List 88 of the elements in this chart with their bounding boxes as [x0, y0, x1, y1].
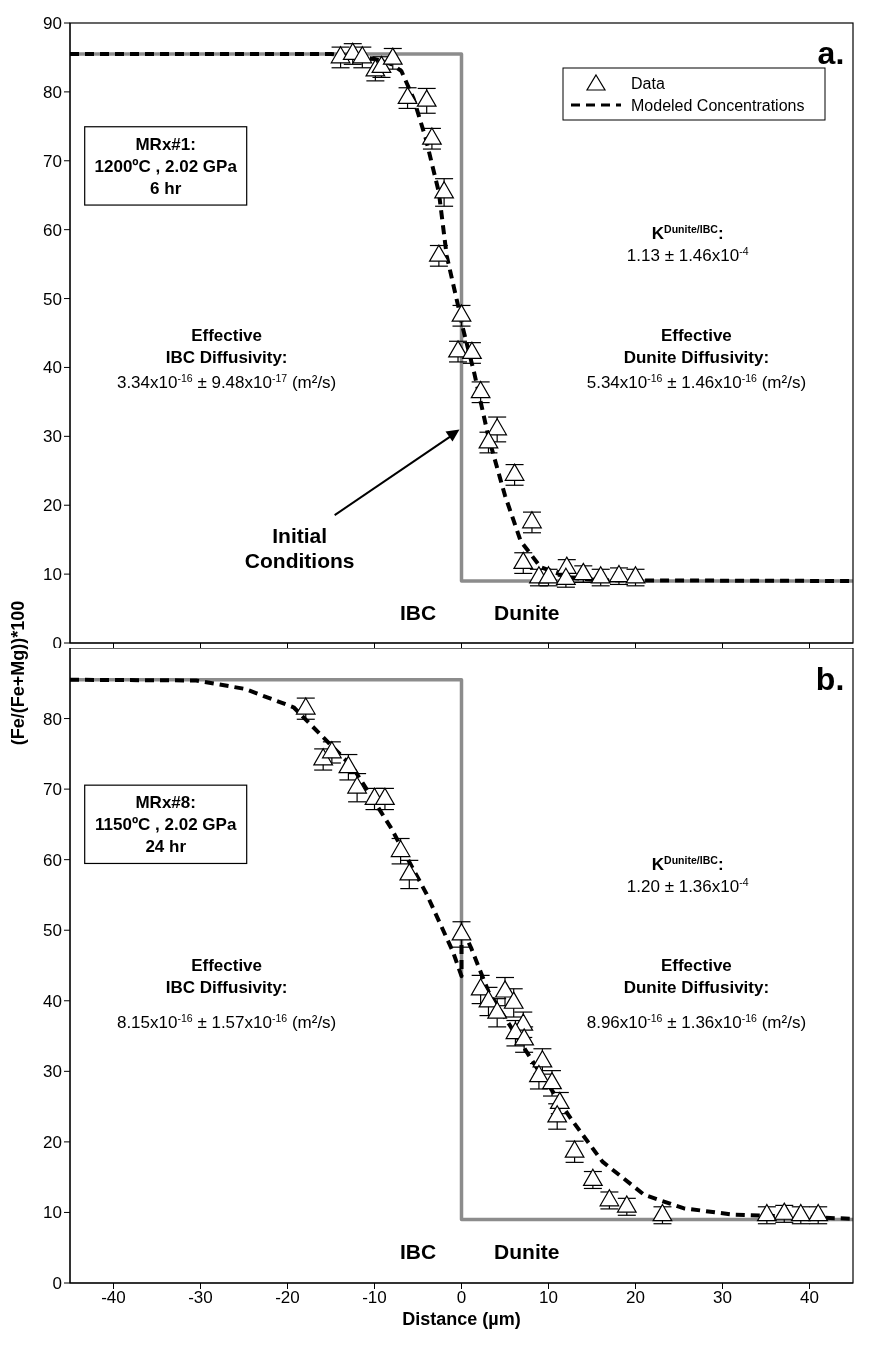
point [495, 980, 515, 998]
x-tick-label: 40 [800, 1288, 819, 1308]
annotation: K$^{Dunite/IBC}$: [651, 223, 724, 244]
annotation: 3.34x10$^{-16}$ ± 9.48x10$^{-17}$ (m²/s) [116, 372, 337, 393]
point [503, 991, 524, 1009]
point [352, 46, 373, 64]
x-tick-label: 0 [456, 1288, 467, 1308]
legend-label: Modeled Concentrations [631, 97, 805, 114]
y-tick-label: 40 [43, 358, 62, 378]
legend-label: Data [631, 75, 665, 92]
annotation: K$^{Dunite/IBC}$: [651, 853, 724, 874]
y-tick-label: 20 [43, 1132, 62, 1152]
annotation: a. [817, 35, 845, 72]
annotation: Effective IBC Diffusivity: [165, 956, 288, 998]
point [371, 55, 392, 74]
point [487, 418, 508, 436]
point [338, 755, 359, 774]
y-tick-label: 30 [43, 1062, 62, 1082]
x-tick-label: 20 [626, 1288, 645, 1308]
point [451, 304, 472, 322]
y-tick-label: 80 [43, 709, 62, 729]
point [462, 341, 482, 359]
y-tick-label: 80 [43, 82, 62, 102]
annotation: Effective Dunite Diffusivity: [623, 956, 770, 998]
point [451, 923, 472, 941]
point [382, 47, 403, 65]
x-tick-label: 30 [713, 1288, 732, 1308]
point [478, 431, 499, 449]
point [487, 1001, 508, 1019]
annotation: 1.13 ± 1.46x10$^{-4}$ [626, 245, 749, 266]
annotation: 8.15x10$^{-16}$ ± 1.57x10$^{-16}$ (m²/s) [116, 1011, 337, 1032]
point [532, 1050, 553, 1068]
annotation: Effective Dunite Diffusivity: [623, 326, 770, 368]
y-tick-label: 10 [43, 1203, 62, 1223]
point [582, 1168, 603, 1186]
point [547, 1105, 568, 1123]
point [549, 1091, 570, 1110]
annotation: b. [815, 661, 845, 698]
point [504, 463, 525, 481]
x-axis-title: Distance (µm) [402, 1309, 521, 1329]
x-tick-label: -30 [188, 1288, 213, 1308]
point [470, 380, 491, 399]
point [522, 511, 542, 529]
point [422, 127, 442, 145]
x-tick-label: -40 [101, 1288, 126, 1308]
y-tick-label: 40 [43, 991, 62, 1011]
y-tick-label: 60 [43, 850, 62, 870]
point [478, 990, 499, 1008]
annotation: IBC [399, 600, 437, 624]
point [428, 244, 449, 262]
point [448, 340, 468, 358]
point [542, 1071, 562, 1090]
x-tick-label: 10 [539, 1288, 558, 1308]
point [514, 1028, 535, 1046]
y-tick-label: 70 [43, 151, 62, 171]
point [513, 551, 534, 570]
point [399, 863, 420, 881]
annotation: MRx#8: 1150ºC , 2.02 GPa 24 hr [95, 793, 237, 857]
y-tick-label: 50 [43, 921, 62, 941]
annotation: MRx#1: 1200ºC , 2.02 GPa 6 hr [94, 134, 238, 198]
annotation: Initial Conditions [244, 524, 355, 573]
point [330, 46, 351, 64]
y-tick-label: 90 [43, 14, 62, 34]
y-tick-label: 70 [43, 780, 62, 800]
x-tick-label: -10 [362, 1288, 387, 1308]
point [434, 181, 455, 199]
point [347, 776, 368, 794]
y-tick-label: 50 [43, 289, 62, 309]
annotation: 1.20 ± 1.36x10$^{-4}$ [626, 876, 749, 897]
y-axis-title: (Fe/(Fe+Mg))*100 [7, 600, 29, 746]
annotation: IBC [399, 1240, 437, 1264]
annotation: Dunite [494, 1240, 560, 1264]
point [470, 978, 491, 996]
point [529, 1064, 549, 1083]
x-tick-label: -20 [275, 1288, 300, 1308]
point [295, 697, 316, 715]
y-tick-label: 20 [43, 496, 62, 516]
y-tick-label: 10 [43, 565, 62, 585]
annotation: Effective IBC Diffusivity: [165, 326, 288, 368]
y-tick-label: 0 [52, 1274, 62, 1294]
point [321, 741, 342, 759]
annotation: 8.96x10$^{-16}$ ± 1.36x10$^{-16}$ (m²/s) [586, 1011, 807, 1032]
y-tick-label: 30 [43, 427, 62, 447]
point [390, 839, 411, 858]
annotation: Dunite [494, 600, 560, 624]
annotation: 5.34x10$^{-16}$ ± 1.46x10$^{-16}$ (m²/s) [586, 372, 807, 393]
y-tick-label: 60 [43, 220, 62, 240]
point [564, 1140, 585, 1158]
